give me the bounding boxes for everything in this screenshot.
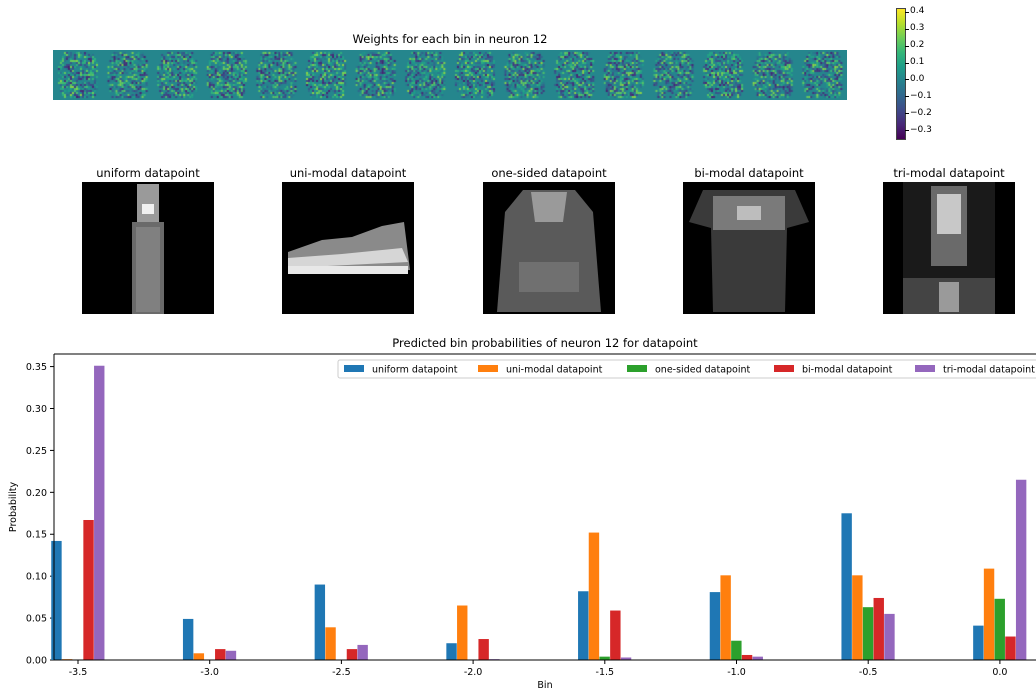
colorbar-tick-label: −0.1: [910, 90, 932, 101]
x-tick-label: 0.0: [992, 667, 1007, 678]
x-tick-label: -1.0: [727, 667, 746, 678]
bar-bi-modal-datapoint: [346, 649, 358, 660]
colorbar-tick-mark: [905, 62, 909, 64]
x-tick-label: -3.0: [200, 667, 219, 678]
legend-swatch: [344, 365, 364, 372]
bar-uniform-datapoint: [182, 618, 194, 660]
y-tick-label: 0.15: [26, 530, 47, 541]
bar-tri-modal-datapoint: [1015, 479, 1027, 660]
bar-uni-modal-datapoint: [852, 575, 863, 660]
bar-one-sided-datapoint: [994, 598, 1005, 660]
bar-uni-modal-datapoint: [457, 605, 468, 660]
weights-panel-title: Weights for each bin in neuron 12: [352, 32, 548, 46]
legend-swatch: [915, 365, 935, 372]
legend-box: [337, 359, 1036, 379]
datapoint-title: one-sided datapoint: [491, 166, 607, 180]
bar-uniform-datapoint: [709, 592, 721, 660]
bar-uni-modal-datapoint: [588, 532, 600, 660]
y-tick-label: 0.00: [26, 656, 47, 667]
colorbar-tick-label: −0.3: [910, 124, 932, 135]
legend-label: uniform datapoint: [372, 365, 458, 376]
colorbar-tick-mark: [905, 28, 909, 30]
bar-bi-modal-datapoint: [741, 654, 753, 660]
x-tick-label: -2.0: [464, 667, 483, 678]
weights-heatmap: [53, 50, 847, 100]
bar-bi-modal-datapoint: [215, 649, 226, 660]
y-tick-label: 0.10: [26, 572, 47, 583]
datapoint-title: bi-modal datapoint: [694, 166, 804, 180]
bar-uni-modal-datapoint: [720, 575, 731, 660]
legend-label: one-sided datapoint: [655, 365, 751, 376]
colorbar-tick-mark: [905, 130, 909, 132]
bar-tri-modal-datapoint: [620, 657, 632, 660]
bar-tri-modal-datapoint: [357, 644, 368, 660]
datapoint-title: tri-modal datapoint: [893, 166, 1005, 180]
one-sided-datapoint-image: [483, 182, 615, 314]
legend-swatch: [774, 365, 794, 372]
colorbar-tick-label: 0.1: [910, 57, 925, 68]
x-axis-label: Bin: [537, 680, 552, 691]
datapoint-title: uni-modal datapoint: [289, 166, 407, 180]
x-tick-label: -0.5: [859, 667, 878, 678]
bar-uniform-datapoint: [841, 513, 852, 660]
legend-label: uni-modal datapoint: [506, 365, 603, 376]
y-tick-label: 0.05: [26, 614, 47, 625]
legend-label: bi-modal datapoint: [802, 365, 893, 376]
bar-uniform-datapoint: [446, 643, 457, 660]
x-tick-label: -2.5: [332, 667, 351, 678]
uniform-datapoint-image: [82, 182, 214, 314]
bar-uniform-datapoint: [314, 584, 326, 660]
legend-swatch: [478, 365, 498, 372]
bin-probabilities-chart: Predicted bin probabilities of neuron 12…: [8, 336, 1036, 691]
colorbar-tick-label: 0.2: [910, 40, 925, 51]
bar-tri-modal-datapoint: [225, 650, 237, 660]
y-tick-label: 0.20: [26, 488, 47, 499]
colorbar-tick-mark: [905, 79, 909, 81]
y-tick-label: 0.25: [26, 446, 47, 457]
bar-tri-modal-datapoint: [94, 365, 105, 660]
bar-uniform-datapoint: [973, 625, 984, 660]
colorbar: [896, 8, 906, 140]
legend-swatch: [627, 365, 647, 372]
colorbar-tick-mark: [905, 11, 909, 13]
colorbar-tick-label: −0.2: [910, 107, 932, 118]
colorbar-tick-mark: [905, 45, 909, 47]
x-tick-label: -1.5: [596, 667, 615, 678]
bar-tri-modal-datapoint: [884, 613, 895, 660]
bar-uniform-datapoint: [51, 540, 62, 660]
bar-one-sided-datapoint: [599, 656, 610, 660]
colorbar-tick-mark: [905, 113, 909, 115]
bar-uni-modal-datapoint: [325, 627, 336, 660]
chart-title: Predicted bin probabilities of neuron 12…: [392, 336, 698, 350]
colorbar-tick-mark: [905, 96, 909, 98]
legend-label: tri-modal datapoint: [943, 365, 1035, 376]
y-tick-label: 0.35: [26, 362, 47, 373]
colorbar-tick-label: 0.4: [910, 6, 925, 17]
colorbar-tick-label: 0.0: [910, 73, 925, 84]
colorbar-tick-label: 0.3: [910, 23, 925, 34]
tri-modal-datapoint-image: [883, 182, 1015, 314]
bar-bi-modal-datapoint: [610, 610, 621, 660]
bar-one-sided-datapoint: [862, 607, 874, 660]
bi-modal-datapoint-image: [683, 182, 815, 314]
bar-bi-modal-datapoint: [478, 639, 489, 660]
x-tick-label: -3.5: [69, 667, 88, 678]
bar-bi-modal-datapoint: [1005, 636, 1016, 660]
bar-uni-modal-datapoint: [193, 653, 205, 660]
y-axis-label: Probability: [8, 482, 19, 533]
y-tick-label: 0.30: [26, 404, 47, 415]
bar-one-sided-datapoint: [731, 640, 742, 660]
bar-uniform-datapoint: [578, 591, 589, 660]
bar-tri-modal-datapoint: [752, 656, 763, 660]
bar-bi-modal-datapoint: [83, 519, 94, 660]
uni-modal-datapoint-image: [282, 182, 414, 314]
bar-bi-modal-datapoint: [873, 597, 884, 660]
bar-uni-modal-datapoint: [983, 568, 995, 660]
datapoint-title: uniform datapoint: [96, 166, 200, 180]
